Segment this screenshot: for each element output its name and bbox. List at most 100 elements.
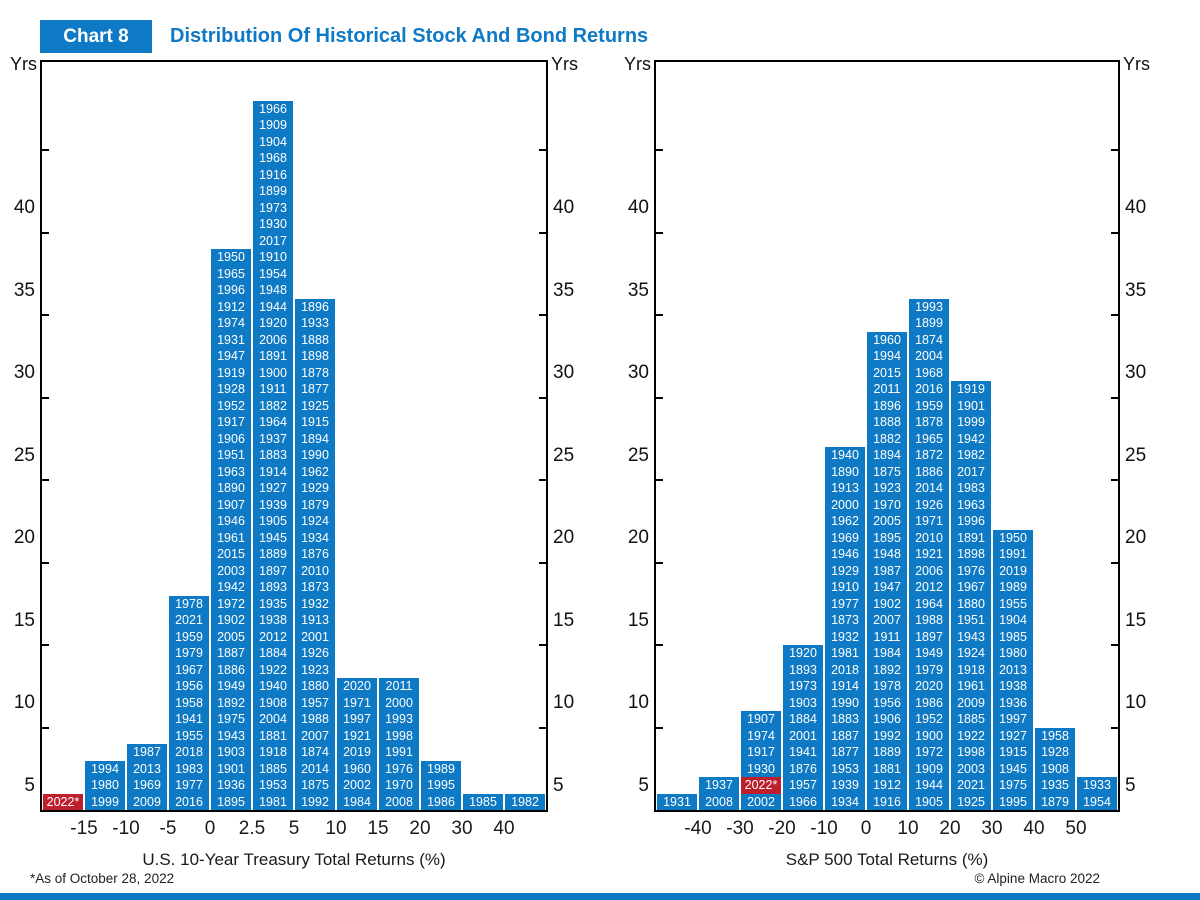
- year-cell: 1990: [831, 695, 859, 710]
- y-tick-label: 20: [13, 527, 35, 548]
- year-cell: 2022*: [43, 793, 83, 810]
- treasury-returns-histogram: Yrs 5 10 15 20 25 30 35 40 2022* 1994 1980 1999 1987…: [4, 54, 584, 870]
- year-cell: 1899: [259, 184, 287, 198]
- year-cell: 1907: [747, 712, 775, 726]
- year-cell: 1985: [469, 794, 497, 809]
- page-title: Distribution Of Historical Stock And Bon…: [170, 24, 649, 47]
- year-cell: 1914: [259, 464, 287, 479]
- tick-mark: [42, 231, 49, 234]
- year-cell: 1901: [217, 761, 245, 776]
- year-cell: 2022*: [741, 777, 781, 794]
- year-cell: 1885: [957, 712, 985, 726]
- year-cell: 1979: [915, 662, 943, 677]
- year-cell: 1875: [873, 464, 901, 479]
- year-cell: 1938: [999, 679, 1027, 693]
- year-cell: 1980: [999, 646, 1027, 660]
- histogram-bar: 1907 1974 1917 1930 2022* 2002: [741, 711, 781, 810]
- year-cell: 1951: [957, 613, 985, 627]
- year-cell: 1956: [175, 679, 203, 693]
- tick-mark: [42, 726, 49, 729]
- year-cell: 1922: [957, 728, 985, 743]
- year-cell: 1882: [259, 398, 287, 413]
- year-cell: 1915: [999, 745, 1027, 759]
- y-tick-label: 5: [1125, 774, 1136, 796]
- year-cell: 2014: [915, 481, 943, 495]
- year-cell: 1935: [1041, 778, 1069, 792]
- year-cell: 2001: [789, 728, 817, 743]
- y-tick-label: 15: [553, 609, 575, 631]
- year-cell: 1891: [957, 530, 985, 545]
- year-cell: 1970: [873, 497, 901, 512]
- year-cell: 1936: [999, 695, 1027, 710]
- year-cell: 2011: [873, 382, 901, 396]
- x-tick-label: -10: [810, 818, 838, 839]
- histogram-bar: 1937 2008: [699, 777, 739, 810]
- tick-mark: [656, 726, 663, 729]
- year-cell: 1978: [873, 679, 901, 693]
- year-cell: 2010: [301, 563, 329, 578]
- histogram-bar: 2022*: [43, 793, 83, 810]
- year-cell: 1988: [915, 613, 943, 627]
- year-cell: 1972: [217, 596, 245, 611]
- year-cell: 1893: [789, 662, 817, 677]
- year-cell: 2014: [301, 761, 329, 776]
- year-cell: 1972: [915, 745, 943, 759]
- y-tick-label: 30: [1125, 362, 1147, 383]
- year-cell: 1965: [915, 431, 943, 446]
- year-cell: 2018: [175, 745, 203, 759]
- y-tick-label: 25: [13, 444, 35, 466]
- year-cell: 1913: [831, 481, 859, 495]
- tick-mark: [656, 644, 663, 646]
- year-cell: 1960: [343, 761, 371, 776]
- year-cell: 2008: [705, 794, 733, 809]
- year-cell: 1986: [915, 695, 943, 710]
- year-cell: 1925: [301, 398, 329, 413]
- tick-mark: [1111, 479, 1118, 481]
- year-cell: 1984: [873, 646, 901, 660]
- year-cell: 1993: [385, 712, 413, 726]
- year-cell: 1877: [831, 745, 859, 759]
- year-cell: 1926: [301, 646, 329, 660]
- year-cell: 1952: [217, 398, 245, 413]
- year-cell: 1944: [259, 299, 287, 314]
- histogram-bar: 1994 1980 1999: [85, 760, 125, 810]
- histogram-bar: 1966 1909 1904 1968 1916 1899 1973 1930 2017 1910…: [253, 100, 293, 810]
- y-tick-label: 25: [553, 444, 575, 466]
- year-cell: 1954: [1083, 794, 1111, 809]
- treasury-plot-area: 2022* 1994 1980 1999 1987 2013 1969 2009 1978 202…: [40, 60, 548, 839]
- year-cell: 1923: [301, 662, 329, 677]
- year-cell: 2021: [175, 613, 203, 627]
- year-cell: 1951: [217, 448, 245, 462]
- year-cell: 2001: [301, 629, 329, 644]
- year-cell: 1903: [789, 695, 817, 710]
- year-cell: 1939: [831, 778, 859, 792]
- year-cell: 1887: [217, 646, 245, 660]
- year-cell: 1910: [831, 580, 859, 594]
- histogram-bar: 1982: [505, 793, 545, 810]
- year-cell: 1991: [999, 547, 1027, 561]
- year-cell: 1919: [217, 365, 245, 380]
- year-cell: 1899: [915, 316, 943, 330]
- x-tick-label: 2.5: [238, 818, 266, 839]
- year-cell: 1923: [873, 481, 901, 495]
- year-cell: 1980: [91, 778, 119, 792]
- tick-mark: [656, 314, 663, 316]
- year-cell: 1892: [873, 662, 901, 677]
- year-cell: 2004: [915, 349, 943, 363]
- year-cell: 2009: [957, 695, 985, 710]
- year-cell: 1913: [301, 613, 329, 627]
- x-tick-label: 5: [288, 818, 300, 839]
- tick-mark: [539, 396, 546, 399]
- year-cell: 1974: [217, 316, 245, 330]
- year-cell: 1886: [915, 464, 943, 479]
- y-tick-label: 20: [553, 527, 575, 548]
- year-cell: 1934: [301, 530, 329, 545]
- y-tick-label: 30: [553, 362, 575, 383]
- year-cell: 1919: [957, 382, 985, 396]
- year-cell: 1952: [915, 712, 943, 726]
- year-cell: 2006: [915, 563, 943, 578]
- year-cell: 1915: [301, 415, 329, 429]
- year-cell: 1992: [301, 794, 329, 809]
- year-cell: 2006: [259, 332, 287, 347]
- year-cell: 1970: [385, 778, 413, 792]
